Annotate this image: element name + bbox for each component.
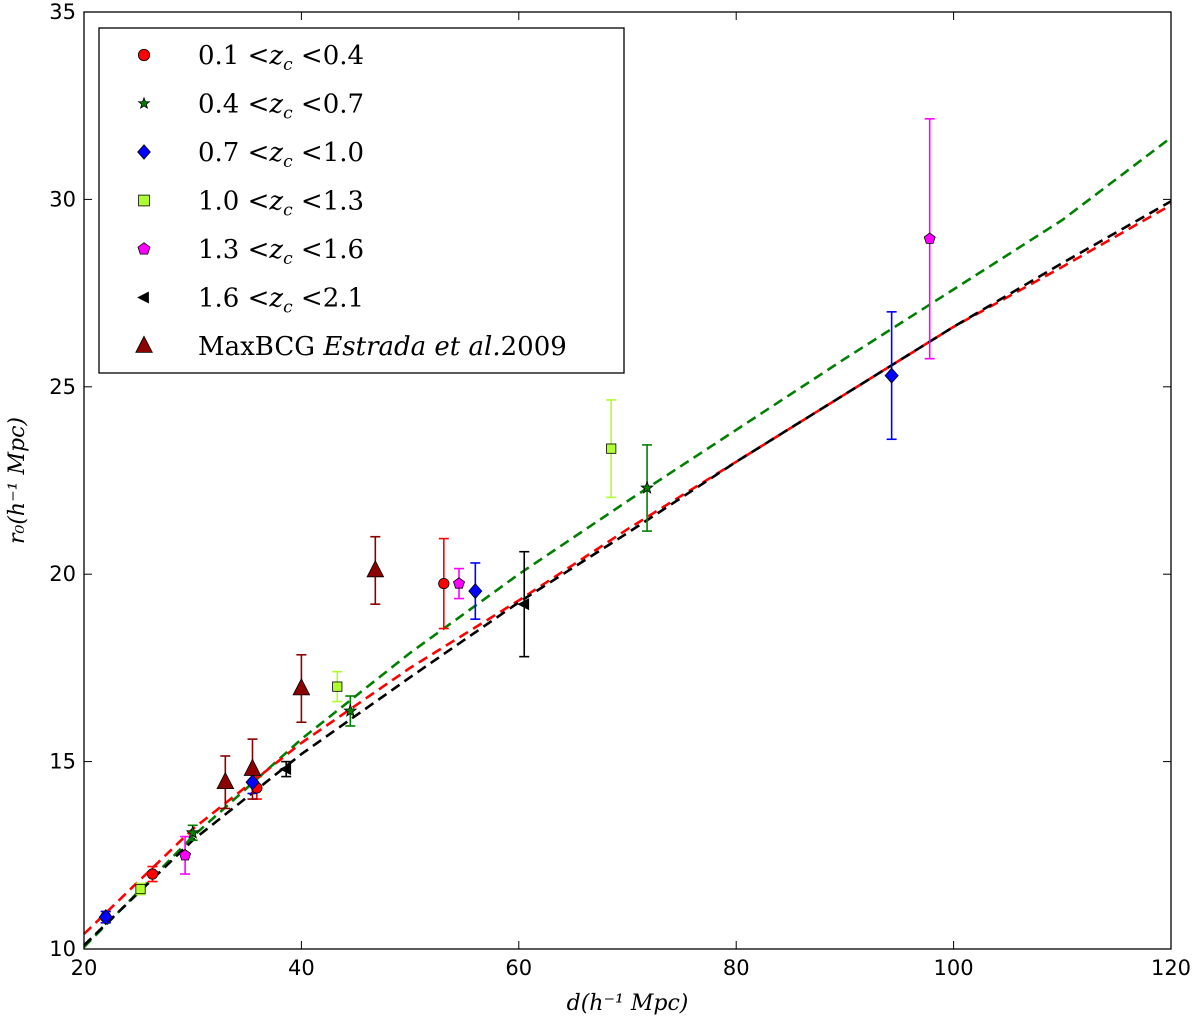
data-point <box>179 849 192 861</box>
axis-ticks: 20 40 60 80 100 120 10 15 20 25 30 35 <box>49 0 1191 980</box>
legend-marker <box>137 242 151 255</box>
legend-marker <box>137 291 149 304</box>
x-axis-label: d(h⁻¹ Mpc) <box>567 991 689 1016</box>
data-point <box>135 883 146 895</box>
x-tick-label: 60 <box>505 956 532 980</box>
data-point <box>640 480 654 494</box>
data-point <box>185 825 200 839</box>
data-point <box>366 559 385 578</box>
green-dashed-fit <box>83 136 1172 949</box>
legend-marker <box>138 194 150 207</box>
legend-marker <box>137 48 151 62</box>
legend-marker <box>135 335 153 353</box>
y-tick-label: 35 <box>49 0 76 24</box>
legend-entry: 1.6 <zc <2.1 <box>198 284 364 318</box>
data-point <box>517 598 530 611</box>
data-point <box>245 774 260 791</box>
x-tick-label: 40 <box>288 956 315 980</box>
legend-marker <box>137 96 151 110</box>
legend-entry: 1.3 <zc <1.6 <box>198 235 364 269</box>
data-point <box>243 758 262 776</box>
black-dashed-fit <box>83 200 1172 947</box>
data-point <box>453 577 465 589</box>
y-tick-label: 10 <box>49 937 76 961</box>
plot-frame <box>83 11 1172 950</box>
data-point <box>438 577 450 590</box>
data-point <box>216 771 235 789</box>
y-tick-label: 15 <box>49 750 76 774</box>
legend: 0.1 <zc <0.4 0.4 <zc <0.7 0.7 <zc <1.0 1.0 … <box>98 27 625 374</box>
x-tick-label: 20 <box>71 956 98 980</box>
data-point <box>884 367 899 384</box>
y-axis-label: r₀(h⁻¹ Mpc) <box>5 417 30 544</box>
data-point <box>292 677 311 696</box>
data-point <box>98 909 113 926</box>
legend-entry: 0.7 <zc <1.0 <box>198 138 364 172</box>
data-point <box>146 868 159 880</box>
data-markers <box>98 232 936 926</box>
data-point <box>923 232 936 244</box>
data-point <box>343 703 358 717</box>
legend-entry: MaxBCG Estrada et al.2009 <box>198 332 567 362</box>
legend-marker <box>137 144 151 160</box>
data-point <box>332 681 343 692</box>
fit-lines <box>83 136 1172 949</box>
x-tick-label: 80 <box>723 956 750 980</box>
y-tick-label: 25 <box>49 375 76 399</box>
legend-entry: 0.4 <zc <0.7 <box>198 90 364 124</box>
y-tick-label: 20 <box>49 562 76 586</box>
legend-entry: 0.1 <zc <0.4 <box>198 41 364 75</box>
legend-entry: 1.0 <zc <1.3 <box>198 187 364 221</box>
data-point <box>606 443 617 454</box>
data-point <box>468 582 483 600</box>
x-tick-label: 120 <box>1151 956 1191 980</box>
x-tick-label: 100 <box>934 956 974 980</box>
legend-box <box>98 27 625 374</box>
data-point <box>279 763 292 776</box>
y-tick-label: 30 <box>49 187 76 211</box>
